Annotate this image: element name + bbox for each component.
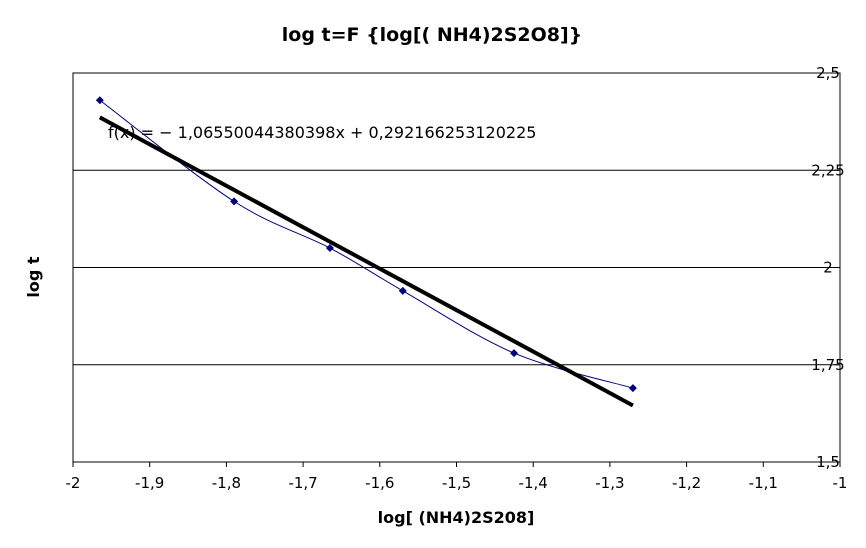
x-axis: -2 -1,9 -1,8 -1,7 -1,6 -1,5 -1,4 -1,3 -1,2 -1,1 -1 <box>66 462 848 492</box>
x-tick-label: -1,8 <box>212 474 241 492</box>
x-tick-label: -1 <box>833 474 848 492</box>
gridlines <box>73 169 840 366</box>
y-tick-label: 1,75 <box>811 356 844 374</box>
trendline-equation: f(x) = − 1,06550044380398x + 0,292166253… <box>108 123 536 142</box>
x-tick-label: -1,6 <box>365 474 394 492</box>
x-tick-label: -1,3 <box>595 474 624 492</box>
x-tick-label: -1,4 <box>519 474 548 492</box>
x-tick-label: -2 <box>66 474 81 492</box>
data-series <box>95 96 637 393</box>
data-point <box>628 384 637 393</box>
trendline <box>98 115 634 408</box>
data-point <box>325 244 334 253</box>
x-tick-label: -1,5 <box>442 474 471 492</box>
data-point <box>510 349 519 358</box>
x-tick-label: -1,2 <box>672 474 701 492</box>
data-point <box>230 197 239 206</box>
y-tick-label: 1,5 <box>816 453 840 471</box>
y-axis: 1,5 1,75 2 2,25 2,5 <box>811 64 844 471</box>
y-tick-label: 2 <box>823 259 833 277</box>
data-point <box>398 286 407 295</box>
data-point <box>95 96 104 105</box>
x-tick-label: -1,9 <box>135 474 164 492</box>
x-axis-title: log[ (NH4)2S208] <box>378 508 535 527</box>
y-tick-label: 2,25 <box>811 161 844 179</box>
x-tick-label: -1,7 <box>288 474 317 492</box>
series-line <box>99 99 634 389</box>
chart-title: log t=F {log[( NH4)2S2O8]} <box>282 24 582 46</box>
x-tick-label: -1,1 <box>749 474 778 492</box>
y-tick-label: 2,5 <box>816 64 840 82</box>
y-axis-title: log t <box>24 256 43 298</box>
